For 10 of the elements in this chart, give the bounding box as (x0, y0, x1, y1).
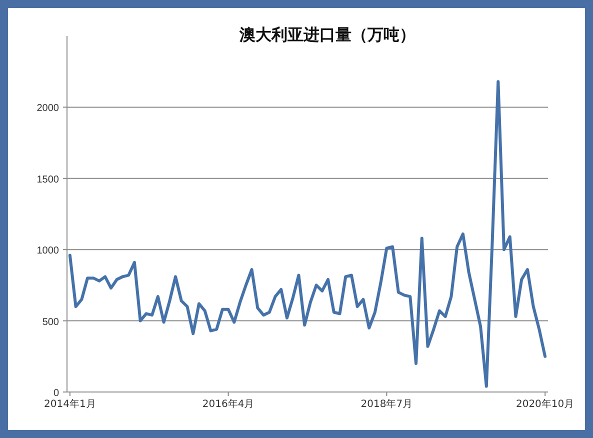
y-tick-label: 1500 (36, 174, 60, 186)
y-tick-label: 0 (53, 388, 60, 399)
y-tick-label: 2000 (36, 103, 60, 114)
x-tick-label: 2016年4月 (202, 398, 254, 410)
chart-title: 澳大利亚进口量（万吨） (238, 25, 416, 44)
y-tick-label: 500 (42, 316, 60, 328)
x-tick-label: 2014年1月 (44, 398, 96, 410)
y-tick-label: 1000 (36, 246, 60, 257)
x-tick-label: 2020年10月 (516, 398, 574, 410)
x-tick-label: 2018年7月 (360, 398, 413, 410)
